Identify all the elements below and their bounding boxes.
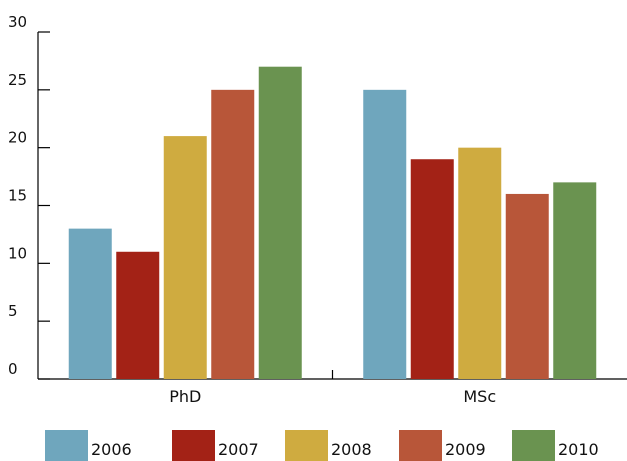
y-tick-label: 5 <box>8 302 18 320</box>
legend-label-2007: 2007 <box>218 440 259 459</box>
bar-2008-MSc <box>458 147 502 379</box>
bar-2009-MSc <box>505 193 549 379</box>
legend-swatch-2009 <box>399 430 442 461</box>
x-category-label: MSc <box>463 387 496 406</box>
y-tick-label: 0 <box>8 360 18 378</box>
y-tick-label: 15 <box>8 187 27 205</box>
x-category-label: PhD <box>169 387 201 406</box>
legend-swatch-2006 <box>45 430 88 461</box>
bar-2009-PhD <box>211 89 255 379</box>
legend: 2006 2007 2008 2009 2010 <box>45 430 599 461</box>
y-tick-label: 25 <box>8 71 27 89</box>
legend-swatch-2010 <box>512 430 555 461</box>
bar-2006-MSc <box>363 89 407 379</box>
legend-label-2009: 2009 <box>445 440 486 459</box>
bar-2007-MSc <box>410 159 454 379</box>
y-tick-label: 10 <box>8 244 27 262</box>
bars <box>68 66 597 379</box>
legend-label-2008: 2008 <box>331 440 372 459</box>
legend-label-2006: 2006 <box>91 440 132 459</box>
bar-2008-PhD <box>163 136 207 379</box>
legend-label-2010: 2010 <box>558 440 599 459</box>
legend-swatch-2007 <box>172 430 215 461</box>
legend-swatch-2008 <box>285 430 328 461</box>
y-tick-label: 30 <box>8 13 27 31</box>
bar-2007-PhD <box>116 251 160 379</box>
bar-2006-PhD <box>68 228 112 379</box>
bar-2010-PhD <box>258 66 302 379</box>
bar-2010-MSc <box>553 182 597 379</box>
y-axis: 0 5 10 15 20 25 30 <box>8 13 50 380</box>
y-tick-label: 20 <box>8 129 27 147</box>
